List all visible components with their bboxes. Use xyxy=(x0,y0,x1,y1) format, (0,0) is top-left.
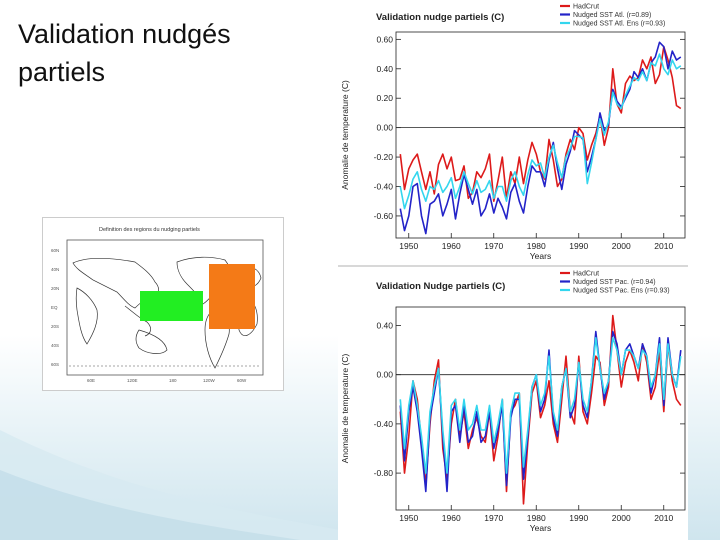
chart0-y-tick-label: 0.60 xyxy=(376,34,393,44)
chart0-plot-frame xyxy=(395,31,686,239)
chart1-y-axis-label: Anomalie de temperature (C) xyxy=(340,354,350,464)
map-lat-labels: 60N 40N 20N EQ 20S 40S 60S xyxy=(51,248,59,367)
chart-atlantic: Validation nudge partiels (C) -0.60 -0.40 -… xyxy=(340,4,686,261)
map-lon-label: 120E xyxy=(127,378,138,383)
chart1-x-tick-label: 1970 xyxy=(484,513,503,523)
map-lon-label: 60W xyxy=(237,378,247,383)
chart0-y-tick-label: -0.40 xyxy=(374,182,394,192)
map-lon-labels: 60E 120E 180 120W 60W xyxy=(87,378,247,383)
map-lon-label: 120W xyxy=(203,378,216,383)
chart1-legend-label: Nudged SST Pac. (r=0.94) xyxy=(573,279,656,286)
chart0-y-axis-label: Anomalie de temperature (C) xyxy=(340,80,350,190)
background-wave xyxy=(0,430,340,540)
chart0-y-tick-label: -0.20 xyxy=(374,152,394,162)
chart-separator xyxy=(338,265,688,267)
chart1-x-tick-label: 2010 xyxy=(654,513,673,523)
chart0-x-tick-label: 1980 xyxy=(527,241,546,251)
map-lat-label: 20N xyxy=(51,286,59,291)
chart1-x-axis-label: Years xyxy=(530,523,551,533)
chart1-x-tick-label: 1980 xyxy=(527,513,546,523)
chart0-x-tick-label: 2010 xyxy=(654,241,673,251)
map-lat-label: 20S xyxy=(51,324,59,329)
pacific-nudging-region xyxy=(140,291,203,321)
chart0-y-tick-label: 0.20 xyxy=(376,93,393,103)
map-lat-label: EQ xyxy=(51,305,58,310)
map-lon-label: 180 xyxy=(169,378,177,383)
chart0-x-tick-label: 1970 xyxy=(484,241,503,251)
map-lon-label: 60E xyxy=(87,378,95,383)
chart1-series-line-1 xyxy=(399,330,682,493)
chart0-legend-label: Nudged SST Atl. Ens (r=0.93) xyxy=(573,21,665,28)
chart0-x-tick-label: 1960 xyxy=(442,241,461,251)
chart0-title: Validation nudge partiels (C) xyxy=(376,12,504,23)
chart0-y-tick-label: 0.00 xyxy=(376,123,393,133)
chart0-series-line-0 xyxy=(399,45,682,202)
chart0-legend-label: HadCrut xyxy=(573,4,599,11)
chart1-x-tick-label: 1960 xyxy=(442,513,461,523)
chart0-legend-label: Nudged SST Atl. (r=0.89) xyxy=(573,12,651,19)
map-title: Definition des regions du nudging partie… xyxy=(99,227,200,233)
chart0-series-line-2 xyxy=(399,53,682,210)
chart-pacific: Validation Nudge partiels (C) -0.80 -0.40 0… xyxy=(340,271,686,533)
slide-title: Validation nudgés partiels xyxy=(18,19,231,87)
chart1-x-tick-label: 1990 xyxy=(569,513,588,523)
nudging-regions-map: Definition des regions du nudging partie… xyxy=(42,217,284,391)
map-lat-label: 60N xyxy=(51,248,59,253)
chart0-x-tick-label: 1950 xyxy=(399,241,418,251)
map-lat-label: 40N xyxy=(51,267,59,272)
chart0-series-line-1 xyxy=(399,41,682,235)
chart0-x-tick-label: 2000 xyxy=(612,241,631,251)
chart1-x-tick-label: 1950 xyxy=(399,513,418,523)
chart0-y-tick-label: -0.60 xyxy=(374,211,394,221)
chart1-legend-label: Nudged SST Pac. Ens (r=0.93) xyxy=(573,288,670,295)
chart1-y-tick-label: -0.40 xyxy=(374,419,394,429)
chart1-title: Validation Nudge partiels (C) xyxy=(376,281,505,292)
chart1-plot-frame xyxy=(395,306,686,511)
chart1-y-tick-label: 0.00 xyxy=(376,370,393,380)
chart1-legend-label: HadCrut xyxy=(573,271,599,278)
map-lat-label: 60S xyxy=(51,362,59,367)
chart1-y-tick-label: -0.80 xyxy=(374,468,394,478)
chart1-x-tick-label: 2000 xyxy=(612,513,631,523)
atlantic-nudging-region xyxy=(209,264,255,329)
chart0-y-tick-label: 0.40 xyxy=(376,64,393,74)
chart-atlantic-panel: Validation nudge partiels (C) -0.60 -0.40 -… xyxy=(338,0,688,265)
chart-pacific-panel: Validation Nudge partiels (C) -0.80 -0.40 0… xyxy=(338,267,688,540)
chart1-y-tick-label: 0.40 xyxy=(376,320,393,330)
chart1-series-line-2 xyxy=(399,337,682,474)
chart0-x-tick-label: 1990 xyxy=(569,241,588,251)
chart0-x-axis-label: Years xyxy=(530,251,551,261)
map-lat-label: 40S xyxy=(51,343,59,348)
